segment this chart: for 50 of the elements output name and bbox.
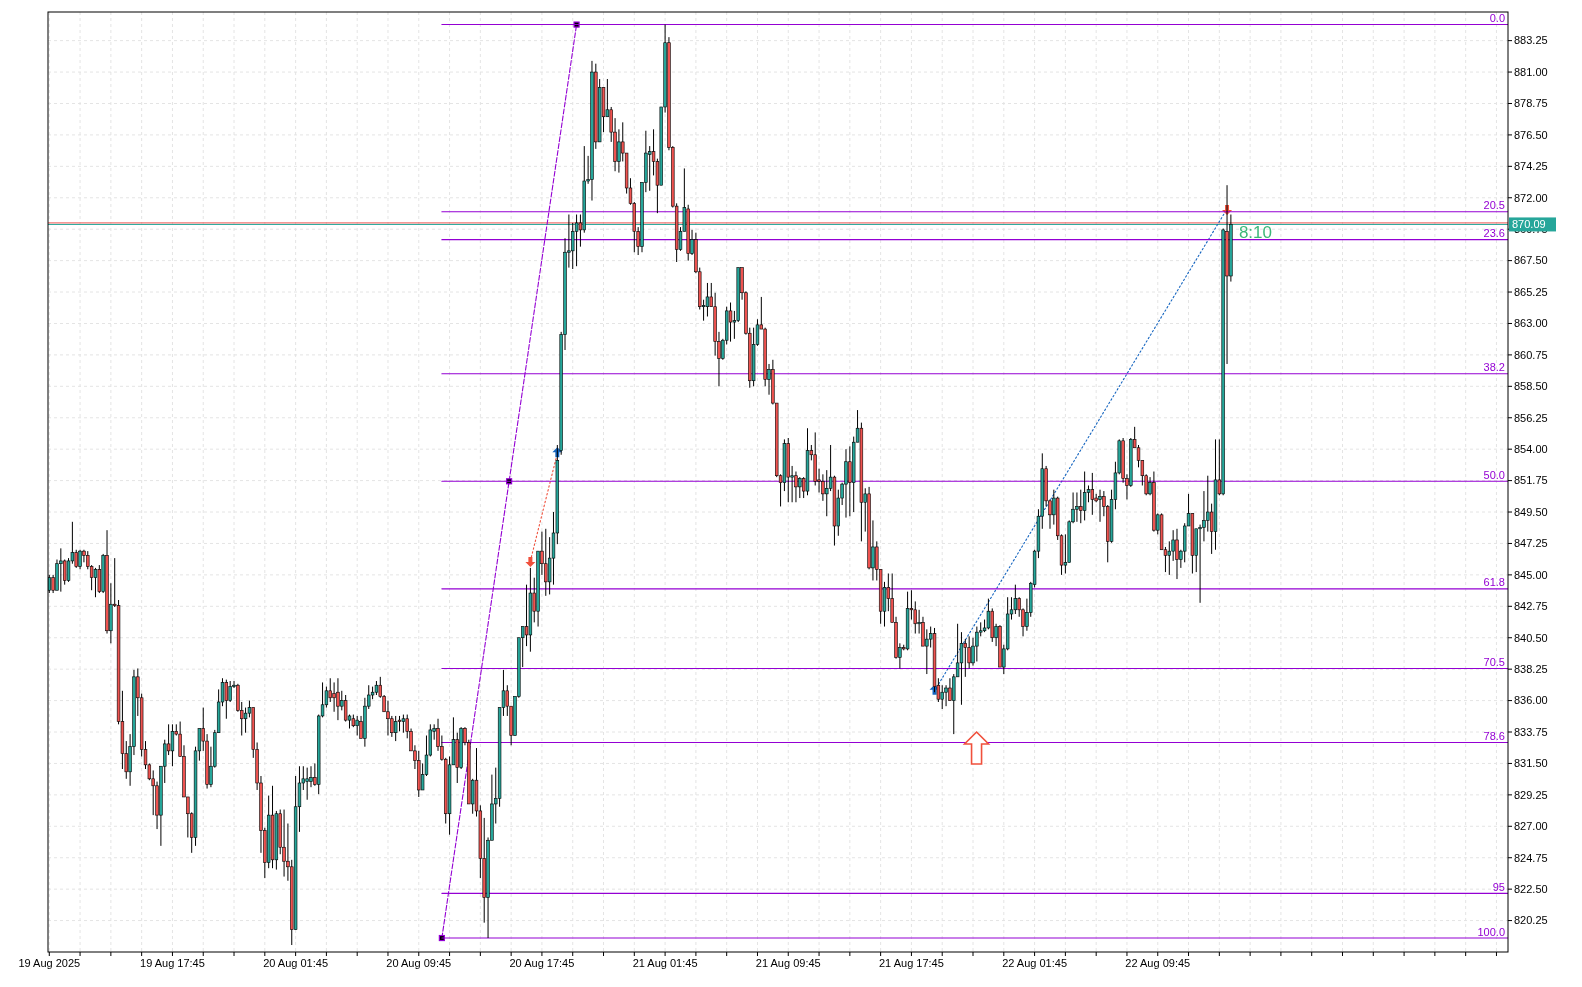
y-tick-label: 851.75 [1514, 474, 1548, 487]
y-tick-label: 856.25 [1514, 411, 1548, 424]
y-tick-label: 878.75 [1514, 97, 1548, 110]
y-tick-label: 867.50 [1514, 254, 1548, 267]
annotation: 8:10 [1238, 223, 1272, 243]
series-label: 100.0 [1477, 925, 1505, 938]
y-tick-label: 872.00 [1514, 191, 1548, 204]
y-tick-label: 840.50 [1514, 631, 1548, 644]
y-tick-label: 858.50 [1514, 380, 1548, 393]
x-tick-label: 20 Aug 01:45 [263, 957, 329, 969]
y-tick-label: 836.00 [1514, 694, 1548, 707]
x-tick-label: 19 Aug 17:45 [140, 957, 205, 969]
y-tick-label: 827.00 [1514, 820, 1548, 833]
ref-line-label: 870.09 [1512, 218, 1546, 231]
y-tick-label: 865.25 [1514, 285, 1548, 298]
series-label: 78.6 [1483, 729, 1505, 742]
series-label: 20.5 [1483, 199, 1505, 212]
series-label: 38.2 [1483, 361, 1505, 374]
x-tick-label: 22 Aug 01:45 [1002, 957, 1068, 969]
y-tick-label: 874.25 [1514, 160, 1548, 173]
y-tick-label: 876.50 [1514, 128, 1548, 141]
y-tick-label: 863.00 [1514, 317, 1548, 330]
y-tick-label: 824.75 [1514, 851, 1548, 864]
y-tick-label: 822.50 [1514, 883, 1548, 895]
x-tick-label: 19 Aug 2025 [18, 957, 81, 969]
y-tick-label: 854.00 [1514, 443, 1548, 456]
x-tick-label: 21 Aug 17:45 [879, 957, 944, 969]
y-tick-label: 883.25 [1514, 34, 1548, 47]
series-label: 70.5 [1483, 655, 1505, 668]
y-tick-label: 860.75 [1514, 348, 1548, 361]
y-tick-label: 847.25 [1514, 537, 1548, 550]
x-tick-label: 20 Aug 17:45 [509, 957, 575, 969]
x-tick-label: 20 Aug 09:45 [386, 957, 452, 969]
y-tick-label: 831.50 [1514, 757, 1548, 770]
y-tick-label: 838.25 [1514, 663, 1548, 676]
series-label: 61.8 [1483, 576, 1505, 589]
series-label: 95 [1492, 880, 1505, 893]
y-tick-label: 881.00 [1514, 65, 1548, 78]
y-tick-label: 833.75 [1514, 725, 1548, 738]
x-tick-label: 21 Aug 01:45 [632, 957, 698, 969]
y-tick-label: 820.25 [1514, 914, 1548, 927]
x-tick-label: 22 Aug 09:45 [1125, 957, 1191, 969]
series-label: 23.6 [1483, 227, 1505, 240]
series-label: 0.0 [1489, 12, 1505, 25]
series-label: 50.0 [1483, 468, 1505, 481]
y-tick-label: 845.00 [1514, 568, 1548, 581]
y-tick-label: 842.75 [1514, 600, 1548, 613]
y-tick-label: 849.50 [1514, 505, 1548, 518]
y-tick-label: 829.25 [1514, 788, 1548, 801]
x-tick-label: 21 Aug 09:45 [755, 957, 821, 969]
